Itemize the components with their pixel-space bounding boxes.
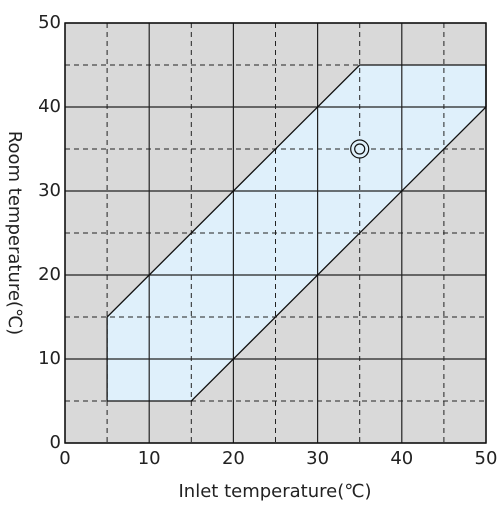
x-tick-label: 0 xyxy=(59,448,70,469)
x-tick-label: 30 xyxy=(306,448,329,469)
y-tick-label: 10 xyxy=(38,348,61,369)
x-tick-label: 10 xyxy=(138,448,161,469)
plot-frame xyxy=(64,22,487,444)
rated-point-inner xyxy=(354,143,366,155)
x-tick-label: 20 xyxy=(222,448,245,469)
x-axis-label: Inlet temperature(℃) xyxy=(179,481,372,502)
x-tick-label: 50 xyxy=(475,448,498,469)
y-tick-label: 30 xyxy=(38,180,61,201)
y-tick-label: 0 xyxy=(50,432,61,453)
y-tick-label: 20 xyxy=(38,264,61,285)
y-tick-label: 50 xyxy=(38,12,61,33)
x-tick-label: 40 xyxy=(390,448,413,469)
y-tick-label: 40 xyxy=(38,96,61,117)
y-axis-label: Room temperature(℃) xyxy=(4,131,25,335)
rated-point-outer xyxy=(350,139,370,159)
